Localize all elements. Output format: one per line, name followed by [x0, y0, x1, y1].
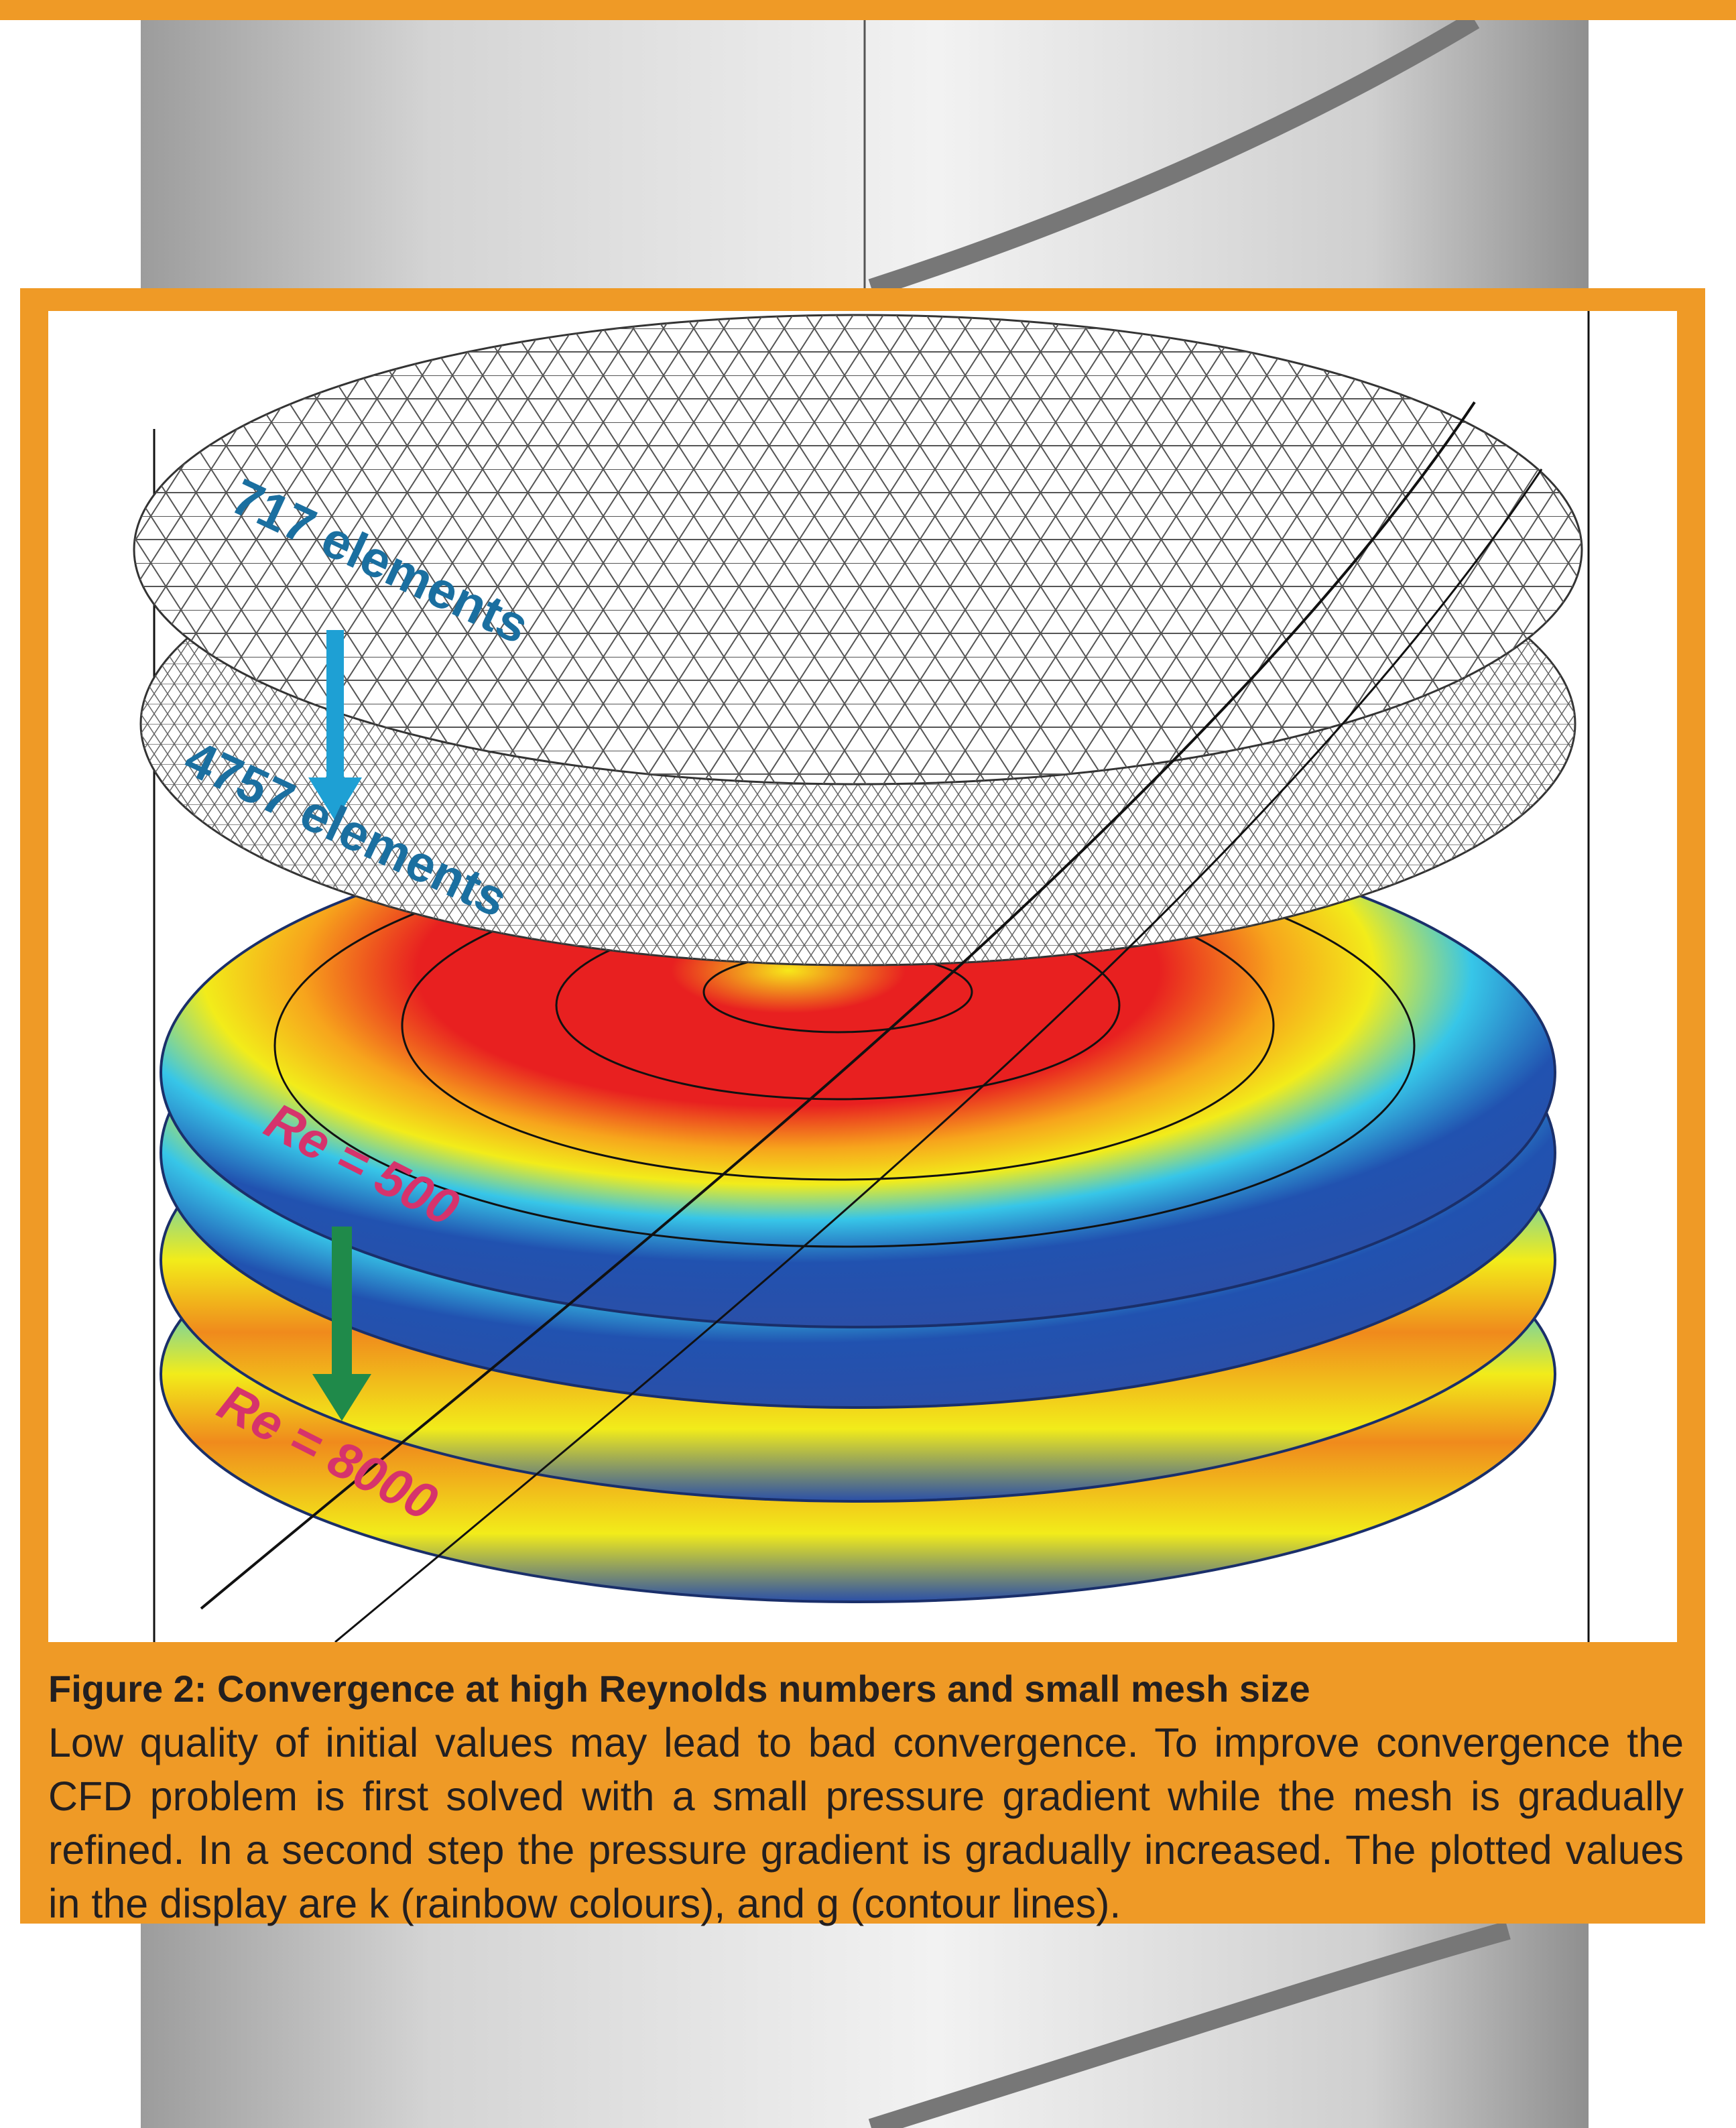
caption-title: Figure 2: Convergence at high Reynolds n…: [48, 1662, 1684, 1716]
caption: Figure 2: Convergence at high Reynolds n…: [48, 1662, 1684, 1930]
page: 717 elements 4757 elements Re = 500 Re =…: [0, 0, 1736, 2128]
simulation-image: 717 elements 4757 elements Re = 500 Re =…: [48, 311, 1677, 1642]
figure-panel: 717 elements 4757 elements Re = 500 Re =…: [20, 288, 1705, 1924]
caption-body: Low quality of initial values may lead t…: [48, 1716, 1684, 1930]
